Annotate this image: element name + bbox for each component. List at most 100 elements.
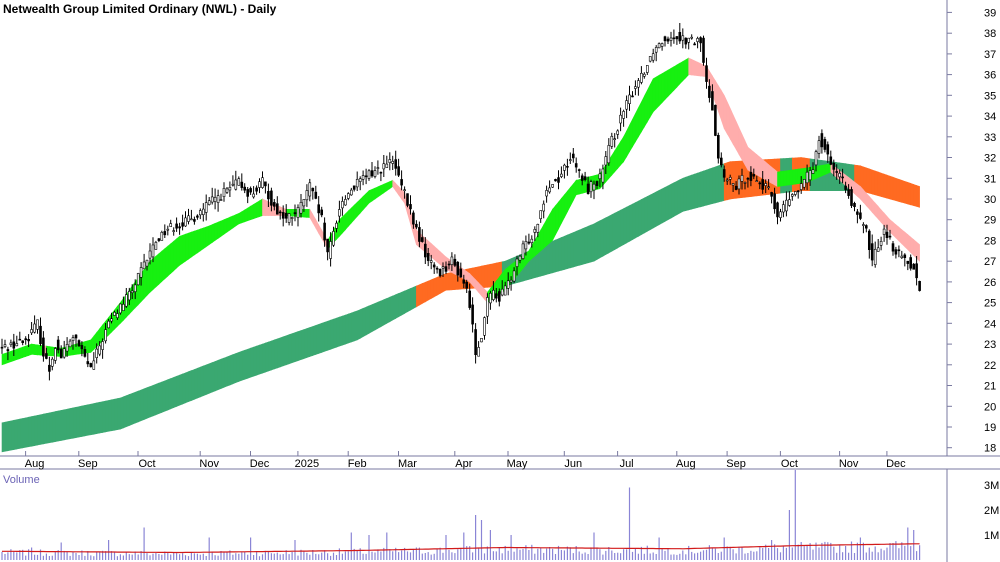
long-band-segment xyxy=(149,384,154,418)
price-candle xyxy=(548,180,551,194)
short-band-segment xyxy=(688,57,693,76)
long-band-segment xyxy=(200,365,204,398)
price-candle xyxy=(406,193,409,208)
price-candle xyxy=(462,274,466,289)
short-band-segment xyxy=(623,130,627,163)
long-band-segment xyxy=(265,341,269,373)
price-candle xyxy=(802,179,806,190)
long-band-segment xyxy=(152,383,157,417)
price-candle xyxy=(420,229,424,243)
short-band-segment xyxy=(350,204,355,224)
price-candle xyxy=(705,57,708,89)
short-band-segment xyxy=(614,145,619,173)
long-band-segment xyxy=(691,173,695,210)
long-band-segment xyxy=(34,415,38,446)
short-band-segment xyxy=(87,339,92,354)
long-band-segment xyxy=(90,403,95,436)
short-band-segment xyxy=(892,221,897,239)
price-candle xyxy=(270,187,273,212)
short-band-segment xyxy=(345,210,349,231)
date-tick-label: Feb xyxy=(348,458,367,470)
long-band-segment xyxy=(555,238,559,273)
long-band-segment xyxy=(578,228,583,266)
long-band-segment xyxy=(223,356,228,388)
price-candle xyxy=(897,245,901,258)
long-band-segment xyxy=(368,304,373,334)
long-band-segment xyxy=(643,196,648,234)
long-band-segment xyxy=(717,164,722,203)
long-band-segment xyxy=(161,380,166,413)
short-band-segment xyxy=(555,201,559,235)
price-candle xyxy=(856,209,859,224)
long-band-segment xyxy=(188,370,192,403)
long-band-segment xyxy=(318,322,323,354)
long-band-segment xyxy=(279,336,284,368)
long-band-segment xyxy=(664,185,669,222)
volume-tick-label: 3M xyxy=(984,480,999,492)
long-band-segment xyxy=(889,175,894,201)
long-band-segment xyxy=(439,274,444,295)
long-band-segment xyxy=(324,320,328,352)
short-band-segment xyxy=(682,59,687,82)
price-candle xyxy=(216,189,220,212)
price-candle xyxy=(728,174,732,185)
long-band-segment xyxy=(670,182,675,219)
long-band-segment xyxy=(561,235,565,271)
short-band-segment xyxy=(179,234,183,266)
price-candle xyxy=(136,272,140,286)
short-band-segment xyxy=(49,346,53,357)
long-band-segment xyxy=(315,323,320,355)
long-band-segment xyxy=(226,355,231,387)
price-candle xyxy=(95,343,98,364)
price-candle xyxy=(320,206,324,218)
price-candle xyxy=(45,347,48,360)
price-tick-label: 31 xyxy=(984,173,996,185)
price-tick-label: 38 xyxy=(984,28,996,40)
price-tick-label: 25 xyxy=(984,298,996,310)
short-band-segment xyxy=(756,153,761,178)
long-band-segment xyxy=(883,173,888,199)
short-band-segment xyxy=(214,221,219,241)
long-band-segment xyxy=(232,353,237,385)
long-band-segment xyxy=(99,401,103,434)
price-candle xyxy=(767,179,770,190)
price-candle xyxy=(202,203,205,222)
chart-title: Netwealth Group Limited Ordinary (NWL) -… xyxy=(3,2,277,16)
price-candle xyxy=(296,204,300,227)
long-band-segment xyxy=(105,400,109,433)
long-band-segment xyxy=(7,420,12,452)
price-candle xyxy=(651,48,655,63)
price-candle xyxy=(832,159,836,177)
price-candle xyxy=(867,229,871,259)
price-candle xyxy=(580,173,584,186)
price-candle xyxy=(566,158,569,176)
price-candle xyxy=(293,204,297,222)
price-candle xyxy=(272,199,276,211)
price-candle xyxy=(418,221,421,248)
price-candle xyxy=(394,150,398,176)
long-band-segment xyxy=(247,347,251,379)
price-candle xyxy=(89,362,93,368)
price-candle xyxy=(518,254,522,264)
price-candle xyxy=(554,178,557,182)
date-tick-label: Jul xyxy=(620,458,634,470)
long-band-segment xyxy=(350,311,355,343)
price-candle xyxy=(758,181,762,190)
long-band-segment xyxy=(575,229,580,267)
long-band-segment xyxy=(164,379,169,412)
volume-panel: 1M 2M 3M xyxy=(1,470,999,560)
price-candle xyxy=(829,150,833,166)
price-candle xyxy=(642,72,646,79)
price-candle xyxy=(116,309,119,320)
price-candle xyxy=(708,79,711,103)
long-band-segment xyxy=(19,418,24,449)
price-candle xyxy=(799,176,803,194)
long-band-segment xyxy=(271,339,275,371)
price-candle xyxy=(900,250,904,259)
short-band-segment xyxy=(540,223,545,252)
price-candle xyxy=(862,222,865,234)
long-band-segment xyxy=(285,334,290,366)
price-candle xyxy=(645,65,649,75)
price-candle xyxy=(335,220,338,233)
long-band-segment xyxy=(25,416,29,448)
